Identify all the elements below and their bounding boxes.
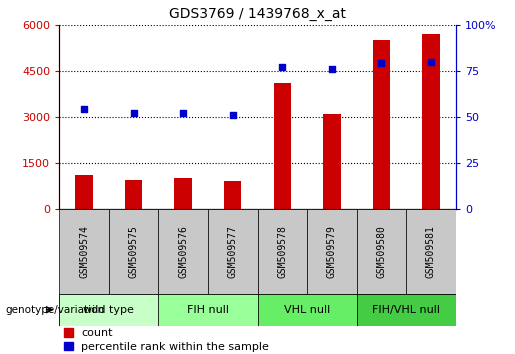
Text: FIH null: FIH null: [187, 305, 229, 315]
Bar: [159, 294, 258, 326]
Point: [179, 110, 187, 116]
Bar: [356, 209, 406, 294]
Title: GDS3769 / 1439768_x_at: GDS3769 / 1439768_x_at: [169, 7, 346, 21]
Bar: [59, 209, 109, 294]
Bar: [323, 114, 340, 209]
Text: FIH/VHL null: FIH/VHL null: [372, 305, 440, 315]
Point: [328, 66, 336, 72]
Text: GSM509574: GSM509574: [79, 225, 89, 278]
Text: VHL null: VHL null: [284, 305, 330, 315]
Point: [80, 107, 88, 112]
Point: [229, 112, 237, 118]
Point: [377, 61, 386, 66]
Bar: [109, 209, 159, 294]
Text: GSM509577: GSM509577: [228, 225, 238, 278]
Point: [278, 64, 286, 70]
Bar: [307, 209, 356, 294]
Bar: [175, 178, 192, 209]
Text: GSM509581: GSM509581: [426, 225, 436, 278]
Bar: [422, 34, 440, 209]
Bar: [75, 175, 93, 209]
Legend: count, percentile rank within the sample: count, percentile rank within the sample: [59, 324, 274, 354]
Text: GSM509579: GSM509579: [327, 225, 337, 278]
Text: GSM509580: GSM509580: [376, 225, 386, 278]
Bar: [406, 209, 456, 294]
Text: genotype/variation: genotype/variation: [5, 305, 104, 315]
Bar: [159, 209, 208, 294]
Bar: [208, 209, 258, 294]
Text: GSM509578: GSM509578: [277, 225, 287, 278]
Text: GSM509576: GSM509576: [178, 225, 188, 278]
Bar: [356, 294, 456, 326]
Point: [129, 110, 138, 116]
Bar: [258, 294, 356, 326]
Bar: [373, 40, 390, 209]
Point: [427, 59, 435, 64]
Bar: [224, 181, 242, 209]
Bar: [59, 294, 159, 326]
Bar: [125, 180, 142, 209]
Text: GSM509575: GSM509575: [129, 225, 139, 278]
Text: wild type: wild type: [83, 305, 134, 315]
Bar: [273, 83, 291, 209]
Bar: [258, 209, 307, 294]
